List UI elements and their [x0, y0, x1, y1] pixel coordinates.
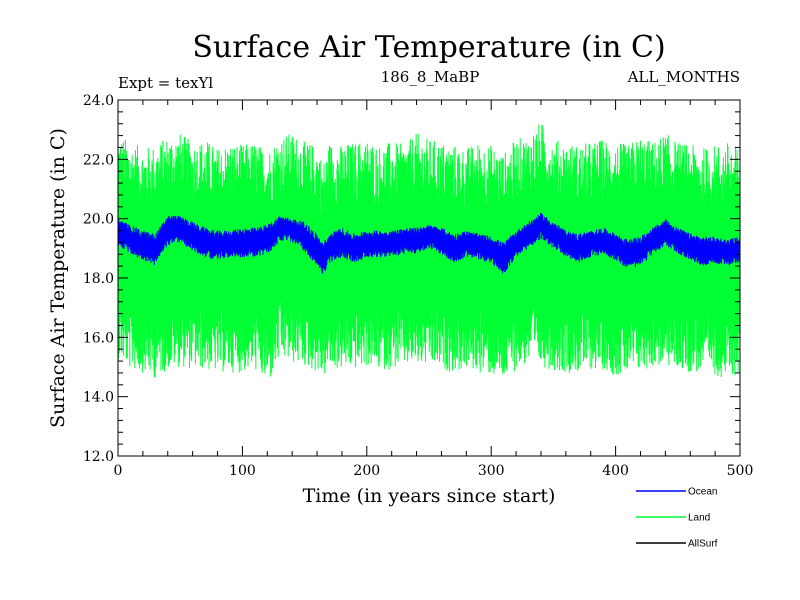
y-tick-label: 14.0 — [83, 390, 114, 406]
x-tick-label: 500 — [727, 463, 754, 479]
x-tick-label: 100 — [229, 463, 256, 479]
y-tick-label: 20.0 — [83, 212, 114, 228]
experiment-label: Expt = texYl — [118, 74, 213, 92]
y-tick-label: 18.0 — [83, 271, 114, 287]
series-land-line — [117, 124, 741, 378]
y-tick-label: 16.0 — [83, 330, 114, 346]
legend-label-ocean: Ocean — [688, 487, 717, 498]
x-tick-label: 400 — [602, 463, 629, 479]
x-axis-label: Time (in years since start) — [303, 485, 556, 507]
series-ocean-line — [117, 213, 741, 274]
x-tick-label: 300 — [478, 463, 505, 479]
legend-label-allsurf: AllSurf — [688, 539, 718, 550]
series-layer — [117, 124, 741, 378]
legend-label-land: Land — [688, 513, 710, 524]
x-tick-label: 0 — [114, 463, 123, 479]
y-tick-label: 22.0 — [83, 152, 114, 168]
chart-title: Surface Air Temperature (in C) — [192, 30, 665, 65]
y-axis-label: Surface Air Temperature (in C) — [47, 128, 69, 428]
subtitle-label: 186_8_MaBP — [381, 68, 480, 86]
legend: Ocean Land AllSurf — [636, 487, 718, 550]
y-tick-label: 24.0 — [83, 93, 114, 109]
y-tick-label: 12.0 — [83, 449, 114, 465]
period-label: ALL_MONTHS — [627, 68, 740, 86]
x-tick-label: 200 — [353, 463, 380, 479]
axes-layer: 0 100 200 300 400 500 12.0 14.0 16.0 18.0 20.0 22.0… — [83, 93, 754, 479]
